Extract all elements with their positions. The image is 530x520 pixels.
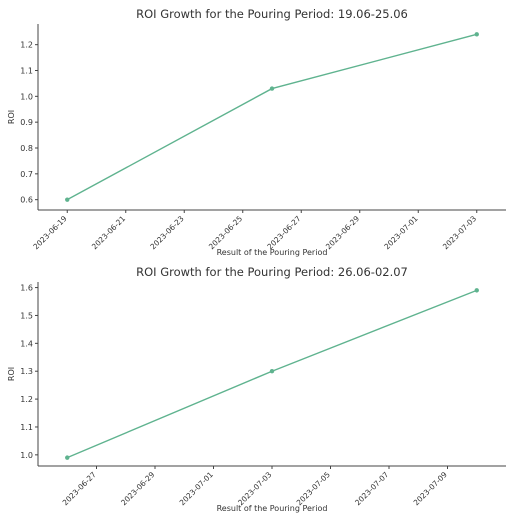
roi-data-point [474, 288, 479, 293]
y-tick-label: 1.1 [20, 67, 33, 76]
roi-chart-bottom: ROI Growth for the Pouring Period: 26.06… [7, 265, 506, 513]
roi-chart-top: ROI Growth for the Pouring Period: 19.06… [7, 7, 506, 257]
x-tick-label: 2023-07-01 [178, 470, 215, 507]
roi-series-line [66, 289, 478, 459]
x-tick-label: 2023-06-19 [31, 214, 68, 251]
y-tick-label: 1.2 [20, 41, 33, 50]
roi-data-point [65, 455, 70, 460]
y-tick-label: 1.4 [20, 339, 33, 348]
x-tick-label: 2023-07-05 [295, 470, 332, 507]
y-tick-label: 0.7 [20, 170, 33, 179]
x-tick-label: 2023-07-03 [236, 470, 273, 507]
y-tick-label: 0.9 [20, 118, 33, 127]
x-tick-label: 2023-07-03 [441, 214, 478, 251]
roi-data-point [269, 369, 275, 374]
x-axis-label: Result of the Pouring Period [217, 248, 328, 257]
y-tick-label: 1.6 [20, 284, 33, 293]
y-tick-label: 1.1 [20, 423, 33, 432]
x-tick-label: 2023-06-29 [119, 470, 156, 507]
x-tick-label: 2023-07-09 [412, 470, 449, 507]
x-tick-label: 2023-07-01 [382, 214, 419, 251]
y-tick-label: 1.5 [20, 311, 33, 320]
x-tick-label: 2023-06-27 [61, 470, 98, 507]
y-tick-label: 1.3 [20, 367, 33, 376]
chart-title: ROI Growth for the Pouring Period: 26.06… [136, 265, 408, 279]
y-tick-label: 1.0 [20, 451, 33, 460]
x-tick-label: 2023-06-27 [265, 214, 302, 251]
roi-data-point [269, 86, 275, 91]
roi-data-point [474, 32, 479, 37]
roi-series-line [66, 33, 477, 201]
y-tick-label: 0.6 [20, 196, 33, 205]
y-tick-label: 1.0 [20, 92, 33, 101]
roi-data-point [65, 197, 70, 202]
chart-title: ROI Growth for the Pouring Period: 19.06… [136, 7, 408, 21]
y-axis-label: ROI [7, 367, 16, 381]
x-tick-label: 2023-06-29 [324, 214, 361, 251]
x-tick-label: 2023-06-21 [90, 214, 127, 251]
x-axis-label: Result of the Pouring Period [217, 504, 328, 513]
x-tick-label: 2023-06-23 [148, 214, 185, 251]
y-axis-label: ROI [7, 110, 16, 124]
y-tick-label: 0.8 [20, 144, 33, 153]
x-tick-label: 2023-07-07 [353, 470, 390, 507]
y-tick-label: 1.2 [20, 395, 33, 404]
x-tick-label: 2023-06-25 [207, 214, 244, 251]
